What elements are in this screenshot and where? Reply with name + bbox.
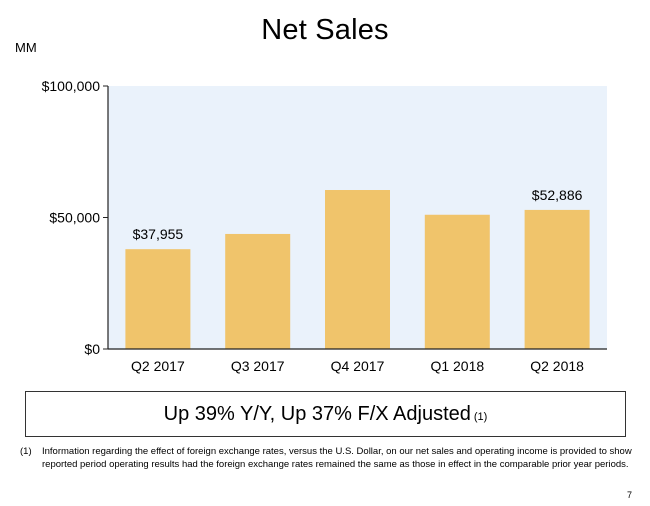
y-axis-ticks: $0 $50,000 $100,000 (42, 78, 108, 357)
data-labels: $37,955 $52,886 (133, 187, 583, 242)
x-tick-label: Q3 2017 (231, 358, 285, 374)
x-tick-label: Q2 2017 (131, 358, 185, 374)
y-tick-label: $50,000 (49, 210, 100, 226)
bar (424, 214, 490, 349)
x-tick-label: Q2 2018 (530, 358, 584, 374)
bar (125, 249, 191, 349)
data-label: $37,955 (133, 226, 184, 242)
x-tick-label: Q1 2018 (430, 358, 484, 374)
unit-label: MM (15, 40, 37, 55)
x-tick-label: Q4 2017 (331, 358, 385, 374)
bar-series (125, 190, 590, 349)
bar (524, 209, 590, 349)
footnote: (1) Information regarding the effect of f… (20, 446, 635, 471)
page-number: 7 (626, 490, 632, 500)
growth-summary-text: Up 39% Y/Y, Up 37% F/X Adjusted (163, 403, 471, 425)
bar (225, 233, 291, 349)
summary-footnote-ref: (1) (473, 411, 488, 423)
footnote-text: Information regarding the effect of fore… (42, 446, 632, 470)
net-sales-bar-chart: $0 $50,000 $100,000 $37,955 $52,886 Q2 2017… (42, 78, 607, 374)
x-axis-labels: Q2 2017 Q3 2017 Q4 2017 Q1 2018 Q2 2018 (131, 358, 584, 374)
y-tick-label: $100,000 (42, 78, 101, 94)
chart-title: Net Sales (261, 14, 389, 46)
footnote-marker: (1) (20, 446, 32, 457)
bar (325, 190, 390, 349)
data-label: $52,886 (532, 187, 583, 203)
growth-summary-box: Up 39% Y/Y, Up 37% F/X Adjusted (1) (25, 391, 626, 437)
y-tick-label: $0 (84, 341, 100, 357)
